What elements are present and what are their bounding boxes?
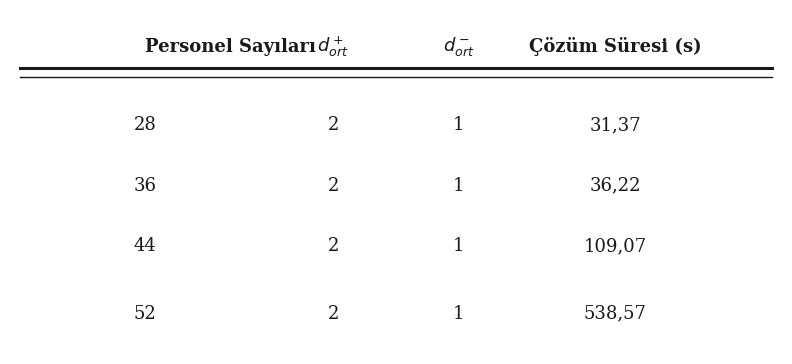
Text: 538,57: 538,57	[584, 305, 647, 323]
Text: $d^-_{ort}$: $d^-_{ort}$	[443, 35, 474, 58]
Text: 2: 2	[328, 237, 339, 255]
Text: 1: 1	[453, 116, 464, 134]
Text: 2: 2	[328, 116, 339, 134]
Text: 1: 1	[453, 177, 464, 194]
Text: 1: 1	[453, 305, 464, 323]
Text: 2: 2	[328, 305, 339, 323]
Text: 1: 1	[453, 237, 464, 255]
Text: Çözüm Süresi (s): Çözüm Süresi (s)	[529, 37, 702, 56]
Text: 44: 44	[134, 237, 157, 255]
Text: Personel Sayıları: Personel Sayıları	[145, 38, 316, 56]
Text: 31,37: 31,37	[589, 116, 642, 134]
Text: $d^+_{ort}$: $d^+_{ort}$	[318, 35, 349, 59]
Text: 36: 36	[134, 177, 157, 194]
Text: 2: 2	[328, 177, 339, 194]
Text: 36,22: 36,22	[590, 177, 642, 194]
Text: 52: 52	[134, 305, 157, 323]
Text: 109,07: 109,07	[584, 237, 647, 255]
Text: 28: 28	[134, 116, 157, 134]
